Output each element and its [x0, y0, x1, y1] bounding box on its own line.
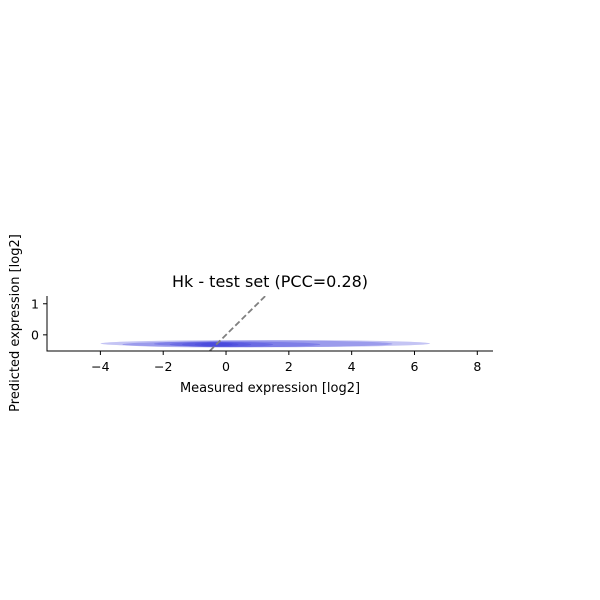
x-tick-label: 8 — [473, 359, 481, 374]
x-tick-label: 6 — [411, 359, 419, 374]
x-axis-ticks: −4 −2 0 2 4 6 8 — [91, 351, 481, 374]
x-tick-label: −4 — [91, 359, 109, 374]
density-contour-level-2 — [153, 340, 393, 348]
y-axis-ticks: 01 — [31, 296, 47, 342]
density-contour-level-1 — [100, 339, 431, 348]
chart-title: Hk - test set (PCC=0.28) — [172, 272, 368, 291]
density-contour-level-3 — [122, 341, 321, 348]
reference-line-y-equals-x — [209, 296, 266, 351]
reference-line-layer — [209, 296, 266, 351]
y-tick-label: 1 — [31, 296, 39, 311]
x-tick-label: −2 — [154, 359, 172, 374]
x-tick-label: 2 — [285, 359, 293, 374]
x-axis-label: Measured expression [log2] — [180, 381, 360, 396]
x-tick-label: 0 — [222, 359, 230, 374]
y-tick-label: 0 — [31, 327, 39, 342]
x-tick-label: 4 — [348, 359, 356, 374]
density-layer — [100, 339, 431, 348]
y-axis-label: Predicted expression [log2] — [8, 234, 23, 412]
density-contour-level-4 — [169, 341, 274, 348]
